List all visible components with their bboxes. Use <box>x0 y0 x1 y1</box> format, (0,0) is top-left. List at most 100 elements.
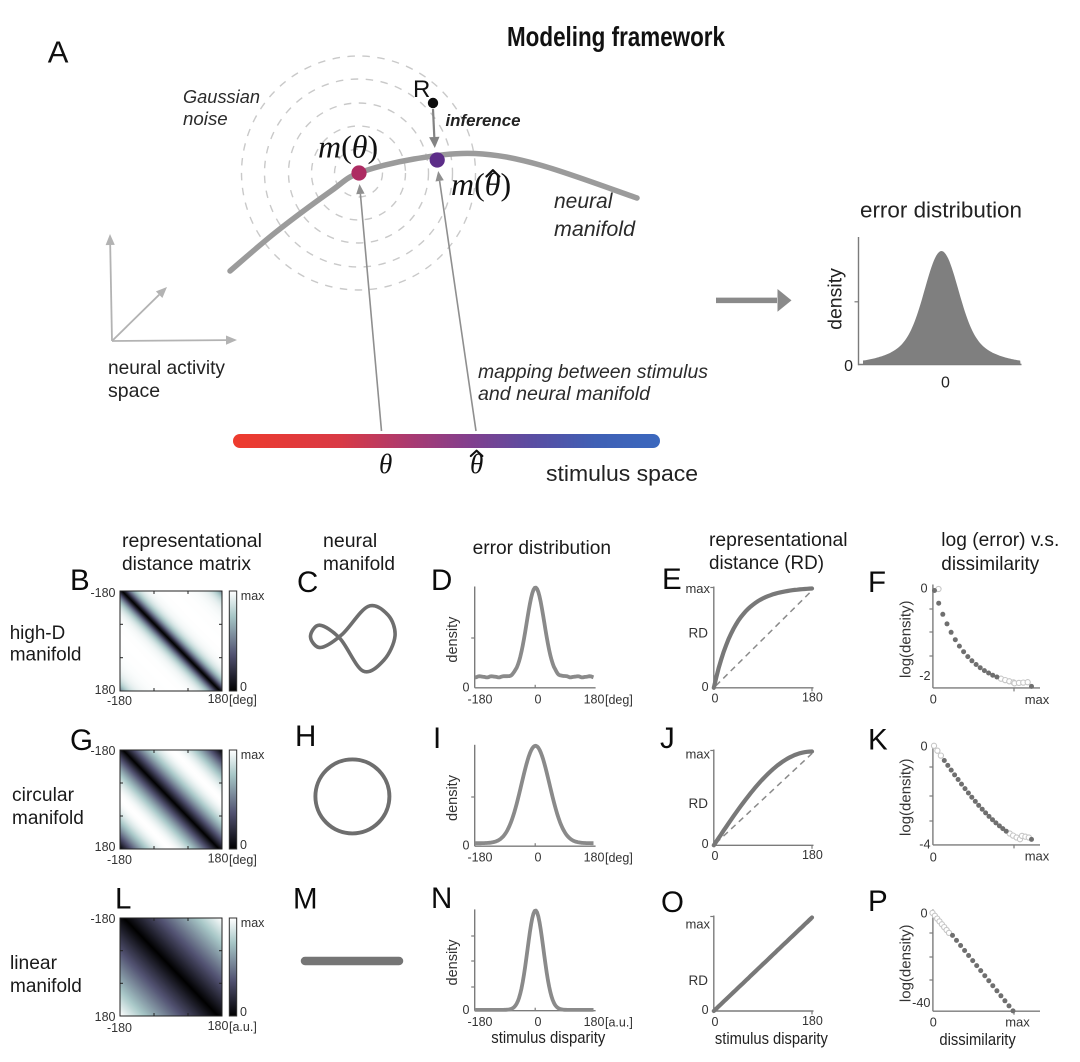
svg-text:R: R <box>413 76 430 103</box>
svg-text:0: 0 <box>712 1015 719 1029</box>
svg-text:0: 0 <box>702 1003 709 1017</box>
svg-text:log(density): log(density) <box>898 925 915 1003</box>
svg-text:inference: inference <box>446 111 521 130</box>
svg-text:manifold: manifold <box>10 645 82 666</box>
svg-text:linear: linear <box>10 953 58 974</box>
svg-text:G: G <box>70 724 93 757</box>
svg-text:0: 0 <box>702 837 709 851</box>
svg-text:180: 180 <box>95 1010 116 1024</box>
svg-text:180: 180 <box>584 851 605 865</box>
svg-text:180: 180 <box>584 692 605 706</box>
svg-text:180: 180 <box>208 852 229 866</box>
svg-text:manifold: manifold <box>554 218 636 241</box>
svg-text:180: 180 <box>208 692 229 706</box>
svg-text:0: 0 <box>712 849 719 863</box>
svg-text:representational: representational <box>122 530 262 552</box>
svg-text:and neural manifold: and neural manifold <box>478 384 651 405</box>
svg-text:distance (RD): distance (RD) <box>709 552 824 574</box>
svg-text:0: 0 <box>535 851 542 865</box>
svg-text:-180: -180 <box>107 853 132 867</box>
svg-text:-180: -180 <box>90 744 115 758</box>
svg-text:stimulus disparity: stimulus disparity <box>715 1029 828 1048</box>
svg-text:0: 0 <box>920 582 927 596</box>
svg-text:density: density <box>445 774 461 821</box>
svg-text:circular: circular <box>12 785 75 806</box>
svg-text:0: 0 <box>930 693 937 707</box>
svg-text:[deg]: [deg] <box>229 853 257 867</box>
svg-text:0: 0 <box>712 692 719 706</box>
svg-text:F: F <box>868 566 886 599</box>
svg-text:distance matrix: distance matrix <box>122 553 251 575</box>
svg-text:0: 0 <box>240 838 247 852</box>
svg-text:180: 180 <box>802 848 823 862</box>
svg-text:K: K <box>868 724 888 757</box>
svg-text:error distribution: error distribution <box>860 198 1022 223</box>
svg-text:neural activity: neural activity <box>108 357 225 379</box>
svg-text:A: A <box>48 35 69 70</box>
svg-text:manifold: manifold <box>10 976 82 997</box>
svg-text:180: 180 <box>584 1015 605 1029</box>
svg-text:max: max <box>241 748 265 762</box>
svg-text:Gaussian: Gaussian <box>183 86 260 107</box>
svg-text:[deg]: [deg] <box>229 693 257 707</box>
svg-text:0: 0 <box>535 1015 542 1029</box>
svg-text:B: B <box>70 564 90 597</box>
svg-text:-4: -4 <box>919 837 930 851</box>
svg-text:M: M <box>293 883 318 916</box>
svg-text:[deg]: [deg] <box>605 851 633 865</box>
svg-text:RD: RD <box>689 973 709 988</box>
svg-text:180: 180 <box>208 1019 229 1033</box>
svg-text:neural: neural <box>554 190 614 213</box>
svg-text:[a.u.]: [a.u.] <box>229 1020 257 1034</box>
svg-text:space: space <box>108 380 160 402</box>
svg-text:-2: -2 <box>919 669 930 683</box>
svg-text:0: 0 <box>535 692 542 706</box>
svg-text:C: C <box>297 566 318 599</box>
svg-text:E: E <box>662 563 682 596</box>
svg-text:m(θ): m(θ) <box>451 166 511 202</box>
svg-text:J: J <box>660 722 675 755</box>
svg-text:max: max <box>241 916 265 930</box>
svg-text:max: max <box>1005 1015 1030 1030</box>
svg-text:neural: neural <box>323 530 377 552</box>
svg-text:N: N <box>431 882 452 915</box>
svg-text:-180: -180 <box>107 1021 132 1035</box>
svg-text:180: 180 <box>95 683 116 697</box>
svg-text:noise: noise <box>183 108 228 129</box>
svg-text:m(θ): m(θ) <box>318 129 378 165</box>
svg-text:-180: -180 <box>90 912 115 926</box>
svg-text:[a.u.]: [a.u.] <box>605 1016 633 1030</box>
svg-text:180: 180 <box>802 691 823 705</box>
svg-text:log(density): log(density) <box>898 600 915 678</box>
svg-text:0: 0 <box>844 358 853 375</box>
svg-text:180: 180 <box>95 840 116 854</box>
svg-text:max: max <box>1025 849 1050 864</box>
svg-text:I: I <box>433 722 441 755</box>
svg-text:180: 180 <box>802 1014 823 1028</box>
svg-text:manifold: manifold <box>12 808 84 829</box>
svg-text:max: max <box>241 589 265 603</box>
svg-text:dissimilarity: dissimilarity <box>939 1030 1016 1049</box>
svg-text:0: 0 <box>463 680 470 694</box>
svg-text:stimulus disparity: stimulus disparity <box>491 1028 605 1047</box>
svg-text:0: 0 <box>240 680 247 694</box>
svg-text:RD: RD <box>689 796 709 811</box>
svg-text:0: 0 <box>930 851 937 865</box>
svg-text:-180: -180 <box>90 586 115 600</box>
svg-text:O: O <box>661 886 684 919</box>
svg-text:[deg]: [deg] <box>605 693 633 707</box>
svg-text:0: 0 <box>240 1005 247 1019</box>
svg-text:Modeling framework: Modeling framework <box>507 21 725 52</box>
svg-text:P: P <box>868 885 888 918</box>
svg-text:-180: -180 <box>107 694 132 708</box>
svg-text:dissimilarity: dissimilarity <box>941 553 1039 575</box>
svg-text:L: L <box>115 883 131 916</box>
svg-text:-180: -180 <box>467 1015 492 1029</box>
svg-text:D: D <box>431 564 452 597</box>
svg-text:0: 0 <box>920 740 927 754</box>
svg-text:0: 0 <box>920 907 927 921</box>
svg-text:representational: representational <box>709 529 848 551</box>
svg-text:0: 0 <box>463 1003 470 1017</box>
svg-text:mapping between stimulus: mapping between stimulus <box>478 362 708 383</box>
svg-text:max: max <box>1025 692 1050 707</box>
